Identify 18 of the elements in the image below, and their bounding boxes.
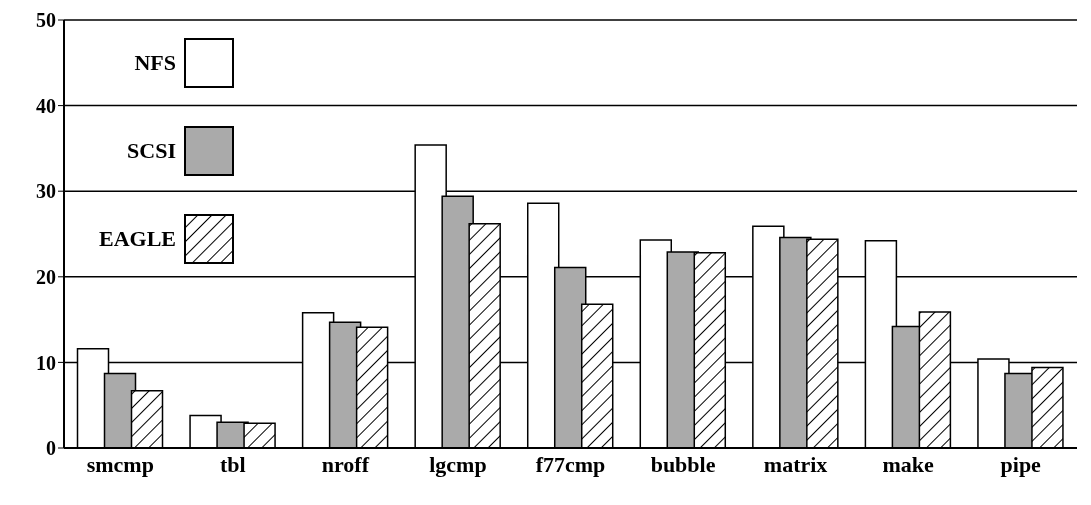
y-tick-label: 50	[36, 9, 56, 32]
legend-label: SCSI	[126, 138, 177, 164]
y-tick-label: 0	[46, 437, 56, 460]
x-tick-label: f77cmp	[535, 451, 606, 477]
legend-label: EAGLE	[97, 226, 177, 252]
y-tick-label: 30	[36, 180, 56, 203]
x-tick-label: nroff	[321, 451, 370, 477]
x-tick-label: smcmp	[86, 451, 154, 477]
x-tick-label: pipe	[1000, 451, 1042, 477]
x-tick-label: make	[882, 451, 935, 477]
x-tick-label: lgcmp	[429, 451, 487, 477]
y-tick-label: 10	[36, 351, 56, 374]
x-tick-label: tbl	[219, 451, 246, 477]
y-tick-label: 20	[36, 265, 56, 288]
y-tick-label: 40	[36, 94, 56, 117]
x-tick-label: bubble	[650, 451, 716, 477]
x-tick-label: matrix	[763, 451, 828, 477]
legend-label: NFS	[133, 50, 177, 76]
